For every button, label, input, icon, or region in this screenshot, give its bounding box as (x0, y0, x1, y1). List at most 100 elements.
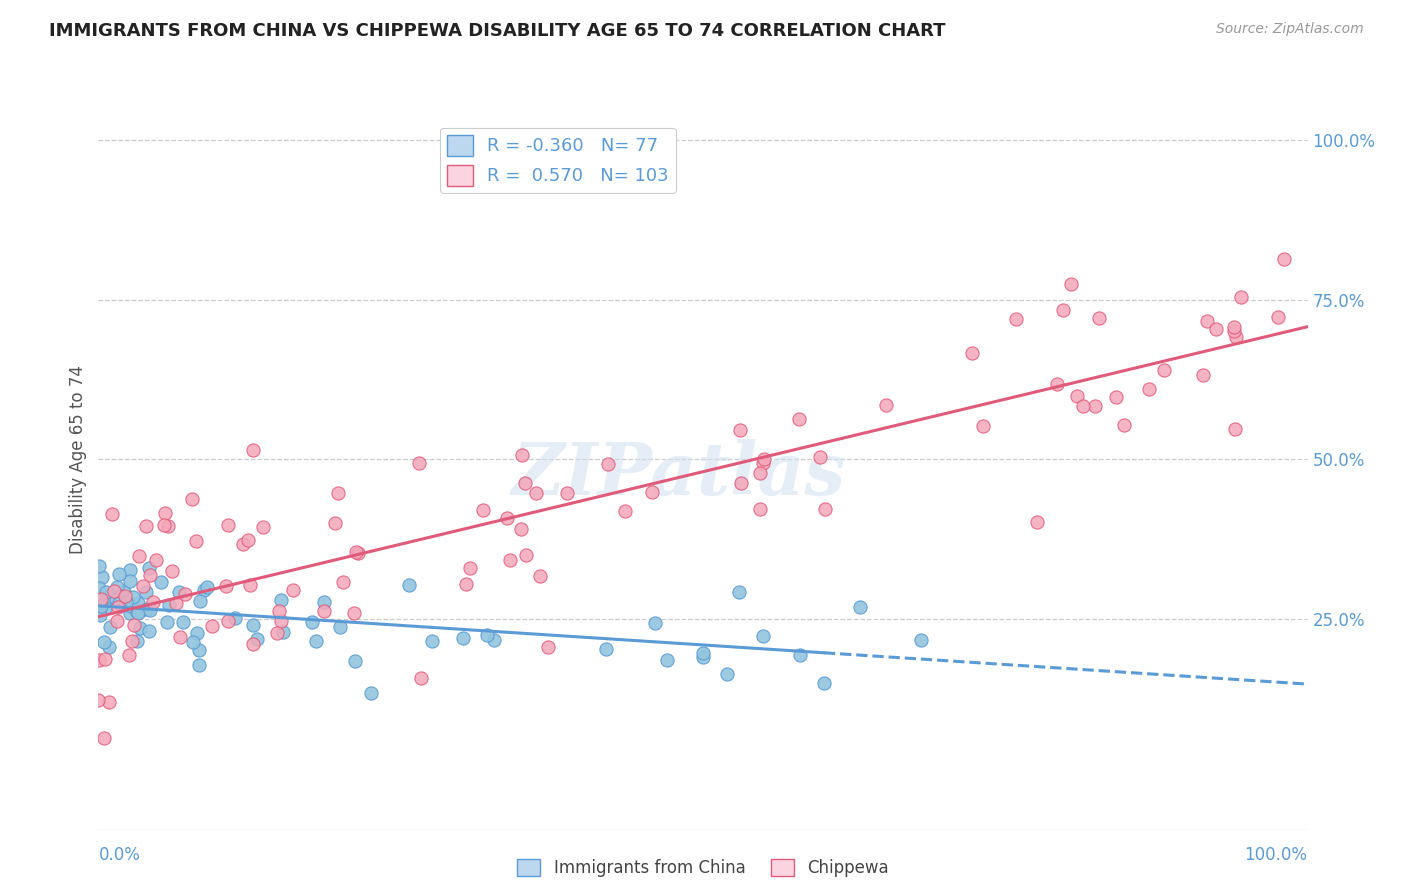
Point (188, 643, 211, 657)
Point (90, 599, 112, 614)
Text: 0.0%: 0.0% (98, 846, 141, 863)
Point (644, 616, 666, 631)
Point (960, 346, 983, 360)
Point (90, 570, 112, 584)
Legend: R = -0.360   N= 77, R =  0.570   N= 103: R = -0.360 N= 77, R = 0.570 N= 103 (440, 128, 676, 193)
Point (120, 563, 142, 577)
Point (139, 567, 162, 582)
Point (751, 456, 773, 470)
Point (1272, 252, 1295, 267)
Point (217, 517, 239, 532)
Point (217, 614, 239, 628)
Point (810, 450, 832, 464)
Y-axis label: Disability Age 65 to 74: Disability Age 65 to 74 (69, 365, 87, 554)
Point (270, 614, 292, 628)
Point (186, 626, 208, 640)
Point (188, 594, 211, 608)
Legend: Immigrants from China, Chippewa: Immigrants from China, Chippewa (510, 852, 896, 884)
Point (537, 640, 560, 654)
Point (271, 625, 294, 640)
Point (972, 418, 994, 433)
Point (1046, 376, 1069, 391)
Point (93, 635, 115, 649)
Point (200, 619, 222, 633)
Point (160, 564, 183, 578)
Point (153, 518, 176, 533)
Point (1205, 322, 1227, 336)
Point (267, 604, 290, 618)
Point (1060, 277, 1083, 291)
Point (1114, 417, 1136, 432)
Point (94, 652, 117, 666)
Point (814, 502, 837, 516)
Point (323, 516, 346, 530)
Point (242, 637, 264, 651)
Point (1071, 400, 1094, 414)
Point (215, 579, 238, 593)
Point (103, 584, 125, 599)
Point (344, 544, 367, 558)
Point (118, 574, 141, 589)
Point (420, 633, 443, 648)
Point (1088, 310, 1111, 325)
Point (120, 599, 142, 614)
Point (153, 506, 176, 520)
Point (157, 598, 180, 612)
Point (1084, 400, 1107, 414)
Point (114, 589, 136, 603)
Point (454, 577, 477, 591)
Point (1223, 325, 1246, 339)
Point (107, 580, 129, 594)
Point (472, 503, 495, 517)
Point (910, 633, 932, 648)
Point (173, 587, 195, 601)
Point (136, 602, 159, 616)
Point (641, 485, 664, 500)
Point (89, 608, 111, 623)
Point (314, 595, 336, 609)
Point (224, 611, 246, 625)
Point (408, 456, 430, 470)
Point (477, 628, 499, 642)
Point (252, 520, 274, 534)
Point (515, 548, 537, 562)
Point (1230, 290, 1253, 304)
Point (614, 504, 637, 518)
Point (181, 635, 204, 649)
Point (595, 642, 617, 657)
Point (98, 640, 121, 654)
Point (105, 614, 128, 628)
Point (495, 511, 517, 525)
Point (142, 595, 165, 609)
Point (246, 632, 269, 647)
Point (132, 579, 155, 593)
Point (1223, 422, 1246, 436)
Point (266, 625, 288, 640)
Point (139, 603, 162, 617)
Point (104, 592, 127, 607)
Point (360, 686, 382, 700)
Point (513, 476, 536, 491)
Point (499, 553, 522, 567)
Point (789, 411, 811, 425)
Point (270, 593, 292, 607)
Point (127, 605, 149, 619)
Point (305, 633, 328, 648)
Point (169, 630, 191, 644)
Point (482, 633, 505, 648)
Point (524, 486, 547, 500)
Point (90, 592, 112, 607)
Point (326, 485, 349, 500)
Point (789, 648, 811, 662)
Point (94, 601, 117, 615)
Point (108, 566, 131, 581)
Point (135, 518, 157, 533)
Point (510, 448, 533, 462)
Point (129, 621, 152, 635)
Point (195, 580, 218, 594)
Point (87, 653, 110, 667)
Point (165, 596, 187, 610)
Point (125, 633, 148, 648)
Point (458, 561, 481, 575)
Point (127, 606, 149, 620)
